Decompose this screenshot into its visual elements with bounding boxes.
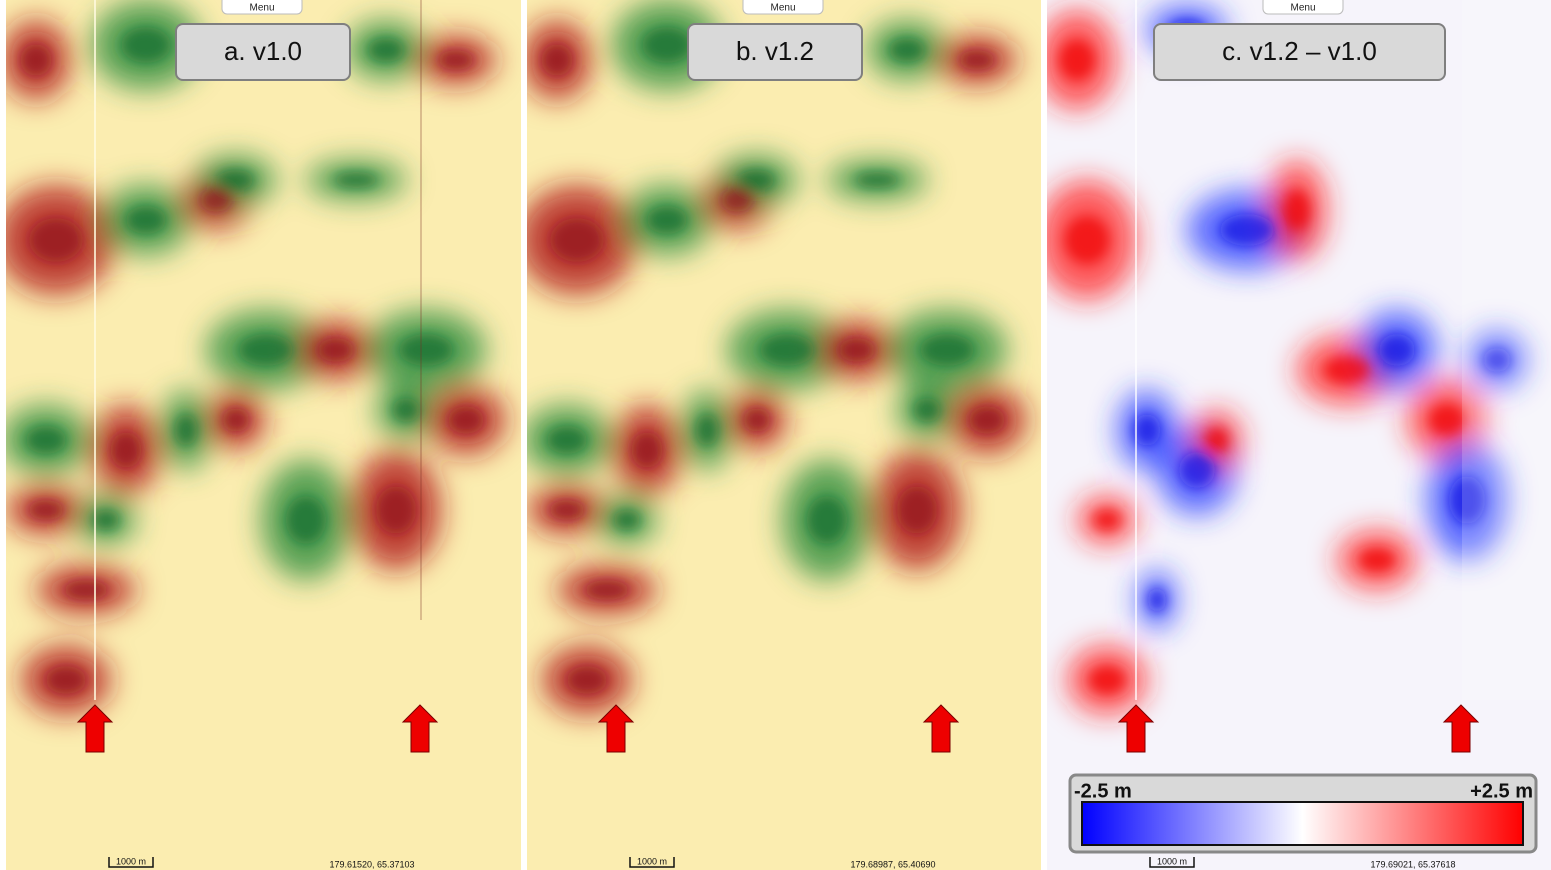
terrain-core xyxy=(547,426,588,454)
scale-label: 1000 m xyxy=(637,856,667,866)
terrain-core xyxy=(1094,510,1121,530)
terrain-core xyxy=(1220,214,1274,246)
menu-label: Menu xyxy=(770,3,795,14)
terrain-core xyxy=(126,206,167,234)
terrain-core xyxy=(647,206,688,234)
terrain-core xyxy=(448,406,484,434)
terrain-core xyxy=(585,580,630,600)
map-panel xyxy=(0,0,521,870)
terrain-core xyxy=(1325,356,1370,384)
terrain-core xyxy=(121,27,171,63)
terrain-core xyxy=(541,44,573,76)
panel-label: a. v1.0 xyxy=(224,36,302,66)
terrain-core xyxy=(239,334,293,366)
terrain-core xyxy=(969,406,1005,434)
terrain-core xyxy=(376,486,417,534)
terrain-core xyxy=(914,398,941,422)
terrain-core xyxy=(223,408,250,432)
terrain-core xyxy=(1134,414,1161,446)
map-panel xyxy=(517,0,1041,870)
terrain-core xyxy=(318,338,354,362)
terrain-core xyxy=(721,188,753,212)
terrain-core xyxy=(93,510,120,530)
terrain-core xyxy=(567,666,608,694)
terrain-core xyxy=(855,172,900,188)
panel-label: c. v1.2 – v1.0 xyxy=(1222,36,1377,66)
colorbar xyxy=(1082,802,1523,845)
terrain-core xyxy=(1148,588,1166,612)
seam-band xyxy=(1135,0,1137,700)
terrain-core xyxy=(889,38,925,62)
terrain-core xyxy=(839,338,875,362)
terrain-core xyxy=(696,414,719,446)
terrain-core xyxy=(959,50,995,70)
terrain-core xyxy=(549,500,585,520)
seam-band xyxy=(1462,0,1551,700)
coordinates: 179.61520, 65.37103 xyxy=(329,859,414,869)
terrain-core xyxy=(550,218,604,262)
terrain-core xyxy=(744,408,771,432)
terrain-core xyxy=(46,666,87,694)
terrain-core xyxy=(760,334,814,366)
terrain-core xyxy=(1179,452,1215,488)
terrain-core xyxy=(29,218,83,262)
scale-label: 1000 m xyxy=(1157,856,1187,866)
figure: Menu a. v1.0 1000 m 179.61520, 65.37103 Menu… xyxy=(0,0,1551,870)
terrain-core xyxy=(399,334,453,366)
legend-min: -2.5 m xyxy=(1074,780,1132,802)
terrain-core xyxy=(175,414,198,446)
coordinates: 179.68987, 65.40690 xyxy=(850,859,935,869)
terrain-core xyxy=(1379,334,1415,366)
terrain-core xyxy=(614,510,641,530)
terrain-core xyxy=(1059,40,1095,80)
terrain-core xyxy=(200,188,232,212)
terrain-core xyxy=(64,580,109,600)
terrain-core xyxy=(642,27,692,63)
legend-max: +2.5 m xyxy=(1470,780,1533,802)
terrain-core xyxy=(1359,548,1395,572)
terrain-core xyxy=(920,334,974,366)
terrain-core xyxy=(1429,404,1465,436)
terrain-core xyxy=(1089,666,1125,694)
terrain-core xyxy=(807,496,848,544)
terrain-core xyxy=(1206,428,1229,452)
terrain-core xyxy=(334,172,379,188)
terrain-core xyxy=(1065,216,1110,264)
menu-label: Menu xyxy=(1290,3,1315,14)
scale-label: 1000 m xyxy=(116,856,146,866)
terrain-core xyxy=(28,500,64,520)
terrain-core xyxy=(393,398,420,422)
map-panel xyxy=(1037,0,1551,870)
terrain-core xyxy=(218,170,254,190)
menu-label: Menu xyxy=(249,3,274,14)
terrain-core xyxy=(20,44,52,76)
coordinates: 179.69021, 65.37618 xyxy=(1370,859,1455,869)
terrain-core xyxy=(739,170,775,190)
terrain-core xyxy=(286,496,327,544)
panel-label: b. v1.2 xyxy=(736,36,814,66)
terrain-core xyxy=(631,432,663,468)
terrain-core xyxy=(1284,190,1311,230)
terrain-core xyxy=(368,38,404,62)
terrain-core xyxy=(110,432,142,468)
terrain-core xyxy=(438,50,474,70)
terrain-core xyxy=(897,486,938,534)
terrain-core xyxy=(26,426,67,454)
